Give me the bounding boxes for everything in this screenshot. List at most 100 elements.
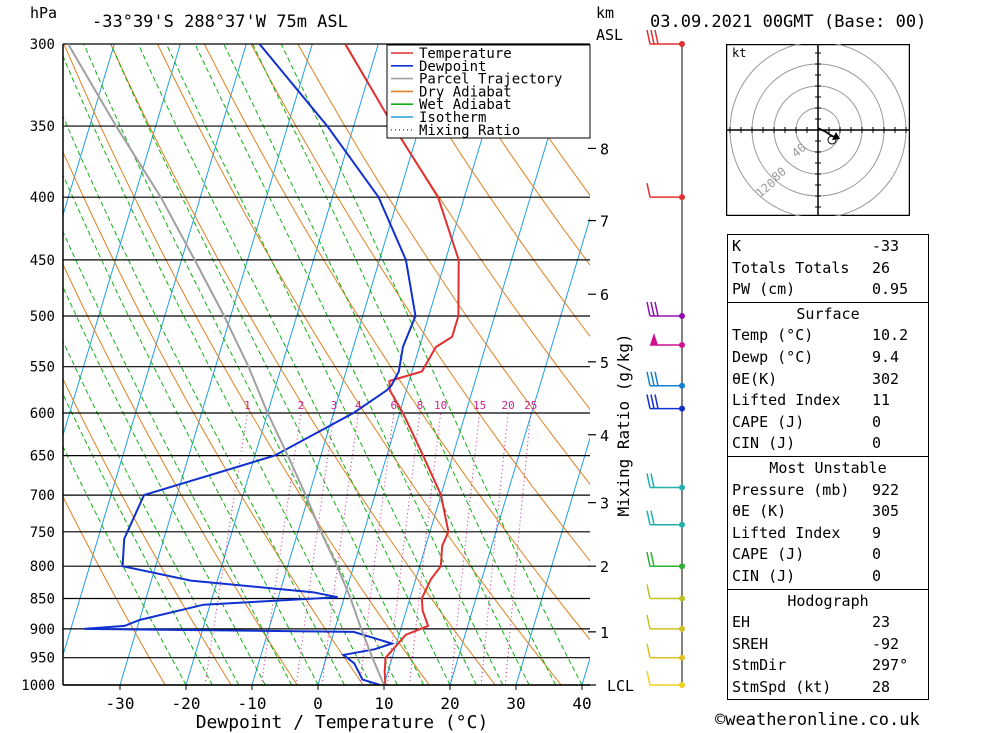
index-value: 922 (872, 480, 900, 499)
wind-barbs (646, 29, 685, 688)
index-label: CAPE (J) (732, 545, 805, 564)
index-row: θE (K) 305 (728, 501, 928, 523)
mixing-ratio-label: 8 (417, 399, 424, 412)
wind-barb (646, 510, 685, 528)
km-tick-label: 3 (600, 495, 609, 513)
temperature-line (344, 44, 460, 685)
mixing-ratio-label: 1 (244, 399, 251, 412)
wind-barb-flag (646, 614, 651, 630)
mixing-ratio-label: 15 (473, 399, 486, 412)
km-tick-label: 7 (600, 213, 609, 231)
isotherm-line (515, 436, 590, 685)
index-label: Lifted Index (732, 523, 841, 542)
wind-barb-flag (646, 183, 651, 198)
km-unit-label: km (596, 4, 615, 22)
general-indices: K -33 Totals Totals 26 PW (cm) 0.95 (728, 235, 928, 303)
copyright-symbol: © (715, 710, 726, 730)
parcel-trajectory-line (67, 44, 385, 685)
index-label: Dewp (°C) (732, 347, 814, 366)
isotherm-line (119, 44, 313, 685)
index-value: 302 (872, 369, 900, 388)
profile-lines (67, 44, 460, 685)
isotherm-line (63, 44, 181, 437)
wind-barb-flag (650, 29, 655, 45)
dry-adiabat-line (672, 44, 700, 685)
legend-entry: Dry Adiabat (419, 84, 512, 100)
wind-barb (646, 29, 685, 47)
surface-indices: Surface Temp (°C) 10.2 Dewp (°C) 9.4 θE(K) 30… (728, 303, 928, 457)
wind-barb-flag (654, 394, 659, 409)
index-row: CAPE (J) 0 (728, 412, 928, 434)
legend-entry: Dewpoint (419, 59, 486, 75)
km-tick-label: 5 (600, 354, 609, 372)
wind-barb (646, 371, 685, 389)
indices-table: K -33 Totals Totals 26 PW (cm) 0.95 Surface T… (727, 234, 929, 701)
wind-barb (646, 183, 685, 201)
index-label: EH (732, 613, 751, 632)
pressure-tick-label: 800 (30, 559, 55, 575)
datetime-title: 03.09.2021 00GMT (Base: 00) (650, 12, 927, 32)
index-row: θE(K) 302 (728, 369, 928, 391)
location-title: -33°39'S 288°37'W 75m ASL (92, 12, 348, 32)
wind-barb-flag (650, 510, 655, 525)
index-row: Totals Totals 26 (728, 258, 928, 280)
dry-adiabat-line (390, 44, 590, 338)
isotherm-line (63, 44, 115, 217)
pressure-tick-label: 600 (30, 406, 55, 422)
hodograph-indices: Hodograph EH 23 SREH -92 StmDir 297° StmSpd (k… (728, 590, 928, 700)
dry-adiabat-line (437, 44, 590, 266)
wind-barb-flag (654, 301, 659, 317)
wind-barb (646, 552, 685, 570)
legend-entry: Temperature (419, 46, 512, 62)
index-row: Temp (°C) 10.2 (728, 325, 928, 347)
wind-barb-flag (646, 29, 651, 45)
wind-barb (646, 614, 685, 632)
wet-adiabat-line (223, 44, 530, 685)
km-tick-label: 4 (600, 427, 609, 445)
wind-barb-flag (646, 584, 651, 599)
index-label: SREH (732, 634, 769, 653)
index-label: Temp (°C) (732, 326, 814, 345)
wind-barb (650, 332, 685, 348)
wind-barb-flag (646, 510, 651, 525)
wet-adiabat-line (280, 44, 583, 685)
index-row: StmSpd (kt) 28 (728, 677, 928, 699)
pressure-tick-label: 1000 (21, 678, 55, 694)
pressure-tick-label: 550 (30, 360, 55, 376)
wind-barb (646, 584, 685, 602)
index-value: 9 (872, 523, 882, 542)
isotherm-line (251, 44, 445, 685)
most-unstable-indices: Most Unstable Pressure (mb) 922 θE (K) 305 L… (728, 457, 928, 590)
index-row: StmDir 297° (728, 655, 928, 677)
mixing-ratio-label: 10 (434, 399, 447, 412)
background-lines (63, 44, 700, 685)
mixing-ratio-label: 20 (501, 399, 514, 412)
index-label: StmDir (732, 656, 787, 675)
dry-adiabat-line (625, 44, 700, 685)
asl-unit-label: ASL (596, 26, 624, 44)
km-tick-label: LCL (607, 677, 634, 695)
index-value: 28 (872, 677, 891, 696)
x-tick-label: -10 (238, 694, 267, 713)
pressure-tick-label: 350 (30, 119, 55, 135)
wet-adiabat-line (110, 44, 425, 685)
hodograph-arrowhead (832, 132, 840, 140)
site-link[interactable]: weatheronline.co.uk (725, 710, 920, 730)
dry-adiabat-line (63, 150, 364, 685)
skew-t-chart: 3003504004505005506006507007508008509009… (21, 29, 700, 733)
index-value: 26 (872, 258, 891, 277)
surface-title: Surface (796, 304, 860, 323)
footer-copyright: ©weatheronline.co.uk (715, 710, 920, 730)
km-axis: 8 7 6 5 4 3 2 1 LCL (588, 140, 634, 695)
index-value: -92 (872, 634, 900, 653)
index-value: 0.95 (872, 280, 909, 299)
index-row: PW (cm) 0.95 (728, 279, 928, 301)
legend-entry: Wet Adiabat (419, 97, 512, 113)
isotherm-line (449, 216, 590, 685)
index-label: CIN (J) (732, 434, 796, 453)
wet-adiabat-line (63, 115, 345, 685)
index-value: 9.4 (872, 347, 900, 366)
most-unstable-title: Most Unstable (769, 458, 887, 477)
